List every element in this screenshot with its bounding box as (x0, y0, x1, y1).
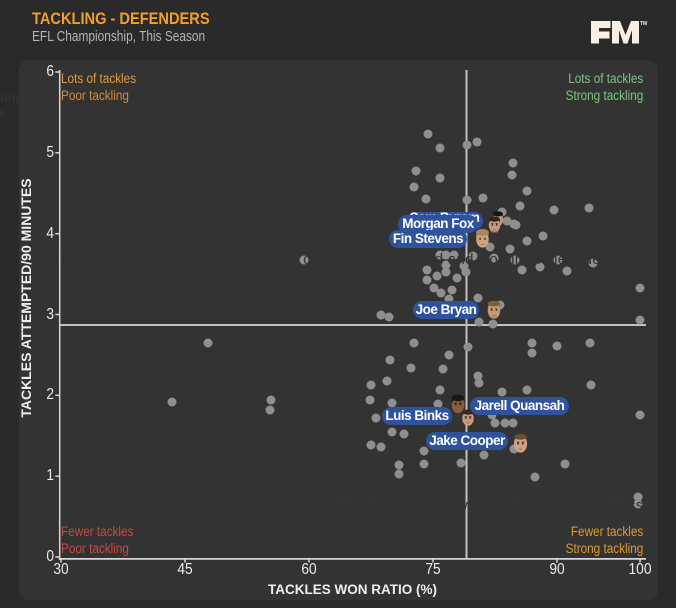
svg-text:TM: TM (640, 21, 647, 27)
